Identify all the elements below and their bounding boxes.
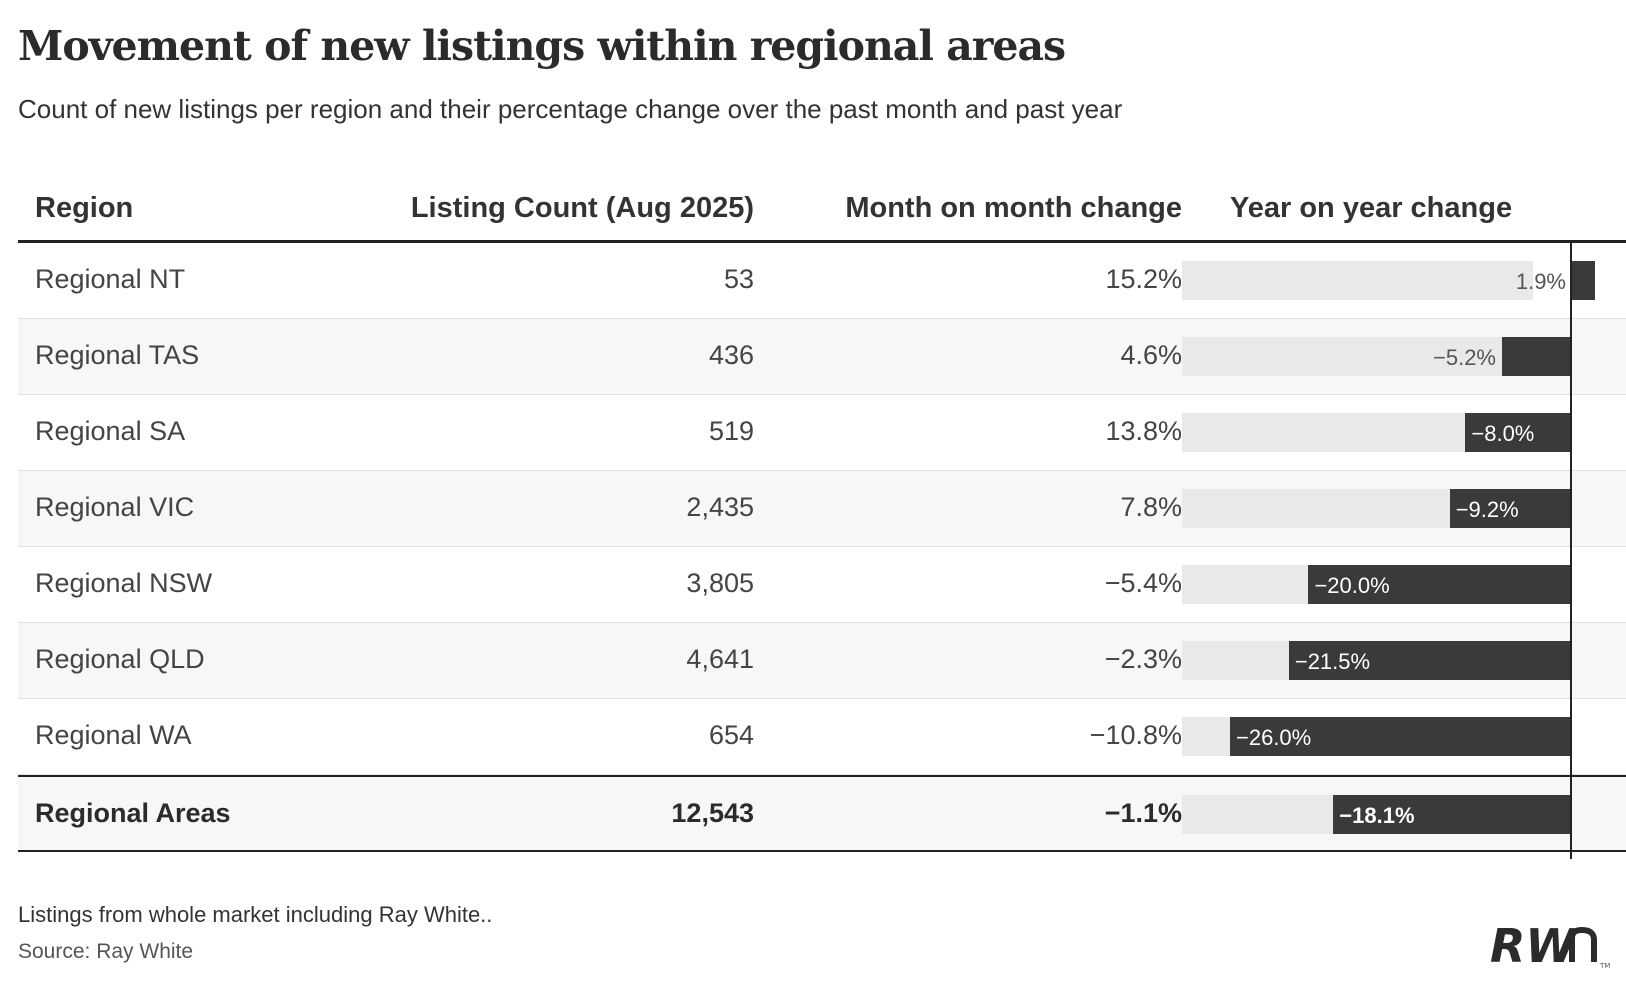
month-on-month-cell: 4.6%: [1120, 340, 1182, 370]
region-cell: Regional TAS: [35, 340, 200, 370]
yoy-bar-label: −5.2%: [1433, 345, 1496, 370]
yoy-bar-label: −8.0%: [1471, 421, 1535, 446]
region-cell: Regional WA: [35, 720, 192, 750]
yoy-bar-label: −18.1%: [1339, 803, 1415, 828]
header-listing-count: Listing Count (Aug 2025): [410, 192, 754, 224]
region-cell: Regional SA: [35, 416, 186, 446]
yoy-bar: [1449, 489, 1570, 528]
listing-count-cell: 53: [723, 264, 754, 294]
listings-table: Region Listing Count (Aug 2025) Month on…: [18, 180, 1626, 852]
listing-count-cell: 2,435: [686, 492, 754, 522]
month-on-month-cell: 13.8%: [1105, 416, 1182, 446]
listing-count-cell: 4,641: [686, 644, 754, 674]
yoy-bar-track: [1182, 261, 1533, 300]
month-on-month-cell: −10.8%: [1089, 720, 1182, 750]
yoy-bar-label: −21.5%: [1294, 649, 1371, 674]
yoy-bar-track: [1182, 337, 1533, 376]
yoy-bar-label: −26.0%: [1236, 725, 1312, 750]
total-row: Regional Areas 12,543 −1.1% −18.1%: [18, 775, 1626, 852]
yoy-bar: [1308, 565, 1570, 604]
yoy-bar: [1502, 337, 1570, 376]
yoy-bar: [1230, 717, 1570, 756]
listing-count-cell: 3,805: [686, 568, 754, 598]
yoy-bar: [1570, 261, 1595, 300]
table-header: Region Listing Count (Aug 2025) Month on…: [18, 180, 1626, 243]
yoy-bar: [1288, 641, 1570, 680]
table-row: Regional VIC 2,435 7.8% −9.2%: [18, 471, 1626, 547]
region-cell: Regional NSW: [35, 568, 213, 598]
table-body: Regional NT 53 15.2% 1.9% Regional TAS 436 4.6…: [18, 243, 1626, 852]
month-on-month-cell: 7.8%: [1120, 492, 1182, 522]
listing-count-cell: 436: [708, 340, 754, 370]
region-cell: Regional VIC: [35, 492, 195, 522]
yoy-bar-label: −20.0%: [1314, 573, 1390, 598]
table-row: Regional QLD 4,641 −2.3% −21.5%: [18, 623, 1626, 699]
ray-white-logo: RW TM: [1490, 919, 1610, 970]
region-cell: Regional NT: [35, 264, 186, 294]
region-cell: Regional Areas: [35, 798, 231, 828]
yoy-bar: [1333, 795, 1570, 834]
month-on-month-cell: 15.2%: [1105, 264, 1182, 294]
svg-text:TM: TM: [1599, 962, 1610, 970]
listing-count-cell: 12,543: [671, 798, 754, 828]
source-note: Source: Ray White: [18, 940, 194, 963]
listing-count-cell: 654: [708, 720, 754, 750]
yoy-bar: [1465, 413, 1570, 452]
yoy-bar-label: −9.2%: [1455, 497, 1519, 522]
listing-count-cell: 519: [708, 416, 754, 446]
month-on-month-cell: −2.3%: [1104, 644, 1182, 674]
header-month-on-month: Month on month change: [845, 192, 1182, 224]
header-region: Region: [35, 192, 134, 224]
region-cell: Regional QLD: [35, 644, 205, 674]
table-row: Regional NT 53 15.2% 1.9%: [18, 243, 1626, 319]
yoy-zero-line: [1570, 242, 1572, 859]
chart-title: Movement of new listings within regional…: [18, 22, 1066, 70]
table-row: Regional SA 519 13.8% −8.0%: [18, 395, 1626, 471]
chart-subtitle: Count of new listings per region and the…: [18, 94, 1123, 124]
table-row: Regional NSW 3,805 −5.4% −20.0%: [18, 547, 1626, 623]
table-row: Regional WA 654 −10.8% −26.0%: [18, 699, 1626, 775]
month-on-month-cell: −1.1%: [1104, 798, 1182, 828]
month-on-month-cell: −5.4%: [1104, 568, 1182, 598]
table-row: Regional TAS 436 4.6% −5.2%: [18, 319, 1626, 395]
yoy-bar-label: 1.9%: [1515, 269, 1566, 294]
footnote: Listings from whole market including Ray…: [18, 902, 493, 927]
header-year-on-year: Year on year change: [1230, 192, 1513, 224]
svg-text:RW: RW: [1490, 919, 1578, 970]
